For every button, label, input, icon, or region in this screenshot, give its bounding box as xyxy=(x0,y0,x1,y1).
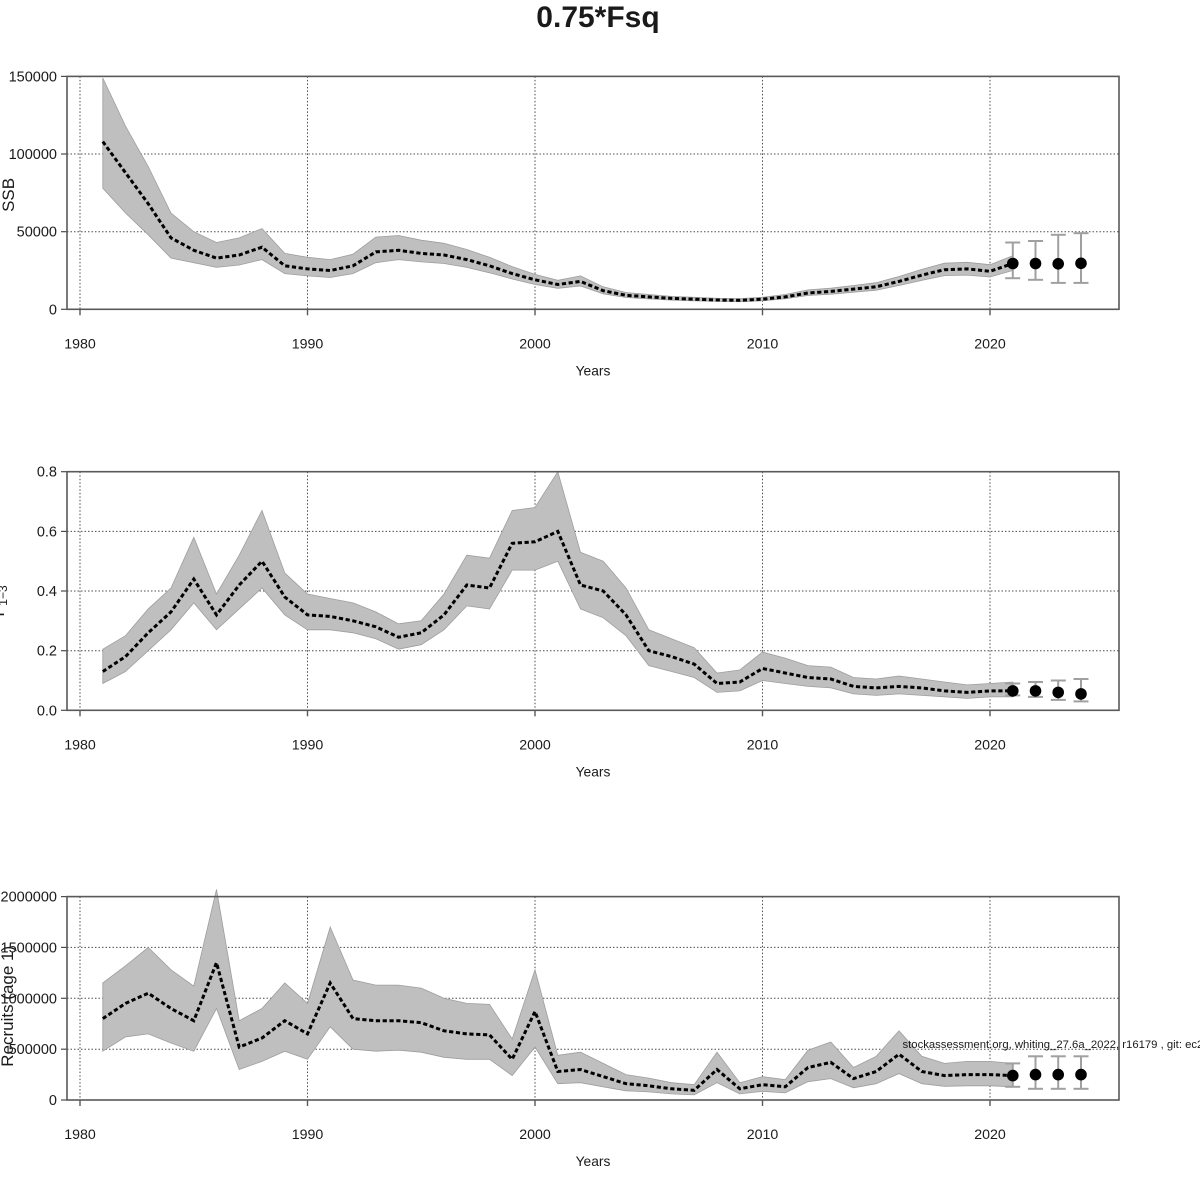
svg-text:2010: 2010 xyxy=(747,336,779,352)
svg-text:150000: 150000 xyxy=(9,69,57,85)
svg-text:Years: Years xyxy=(576,363,611,378)
svg-text:2000: 2000 xyxy=(519,737,551,753)
svg-text:2000: 2000 xyxy=(519,1127,551,1143)
svg-text:0.2: 0.2 xyxy=(37,644,57,660)
svg-text:1990: 1990 xyxy=(292,336,324,352)
svg-text:0: 0 xyxy=(49,302,57,318)
svg-text:2000: 2000 xyxy=(519,336,551,352)
svg-text:0.4: 0.4 xyxy=(37,584,57,600)
svg-text:2010: 2010 xyxy=(747,737,779,753)
svg-text:stockassessment.org, whiting_2: stockassessment.org, whiting_27.6a_2022,… xyxy=(903,1039,1200,1051)
svg-text:1980: 1980 xyxy=(64,336,96,352)
svg-text:50000: 50000 xyxy=(17,225,57,241)
svg-text:Years: Years xyxy=(576,764,611,779)
svg-text:0.6: 0.6 xyxy=(37,524,57,540)
svg-text:Recruits (age 1): Recruits (age 1) xyxy=(0,946,17,1067)
svg-text:Years: Years xyxy=(576,1154,611,1169)
svg-text:1980: 1980 xyxy=(64,737,96,753)
svg-text:1980: 1980 xyxy=(64,1127,96,1143)
svg-text:2000000: 2000000 xyxy=(1,890,57,906)
svg-text:2020: 2020 xyxy=(974,737,1006,753)
svg-text:2020: 2020 xyxy=(974,1127,1006,1143)
svg-text:2020: 2020 xyxy=(974,336,1006,352)
svg-text:100000: 100000 xyxy=(9,147,57,163)
svg-text:0.8: 0.8 xyxy=(37,465,57,481)
svg-text:2010: 2010 xyxy=(747,1127,779,1143)
svg-text:SSB: SSB xyxy=(0,178,18,212)
svg-text:0.0: 0.0 xyxy=(37,703,57,719)
svg-text:1990: 1990 xyxy=(292,737,324,753)
svg-text:1990: 1990 xyxy=(292,1127,324,1143)
svg-text:0: 0 xyxy=(49,1093,57,1109)
